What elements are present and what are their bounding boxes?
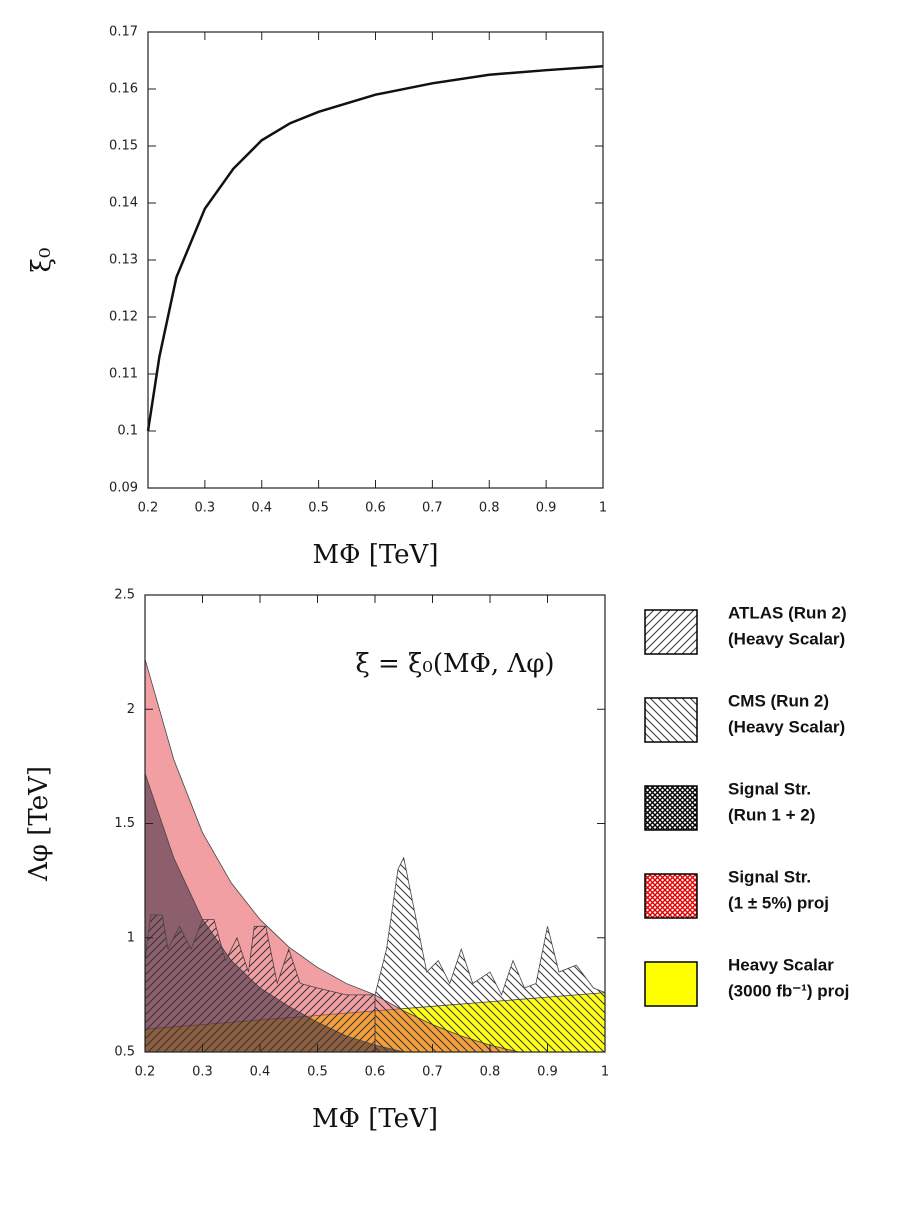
x-tick-label: 0.4 <box>251 501 272 516</box>
x-tick-label: 0.3 <box>195 501 216 516</box>
x-tick-label: 0.2 <box>138 501 159 516</box>
y-tick-label: 1.5 <box>114 816 135 831</box>
x-tick-label: 0.5 <box>308 501 329 516</box>
legend-swatch <box>644 785 698 831</box>
legend-label: (1 ± 5%) proj <box>728 893 829 912</box>
annotation: ξ = ξ₀(MΦ, Λφ) <box>355 649 554 679</box>
legend-swatch <box>644 697 698 743</box>
region <box>145 914 376 1052</box>
legend-swatch <box>644 961 698 1007</box>
frame <box>147 31 604 489</box>
y-tick-label: 0.17 <box>109 25 138 40</box>
y-tick-label: 0.15 <box>109 139 138 154</box>
legend-label: (Heavy Scalar) <box>728 717 845 736</box>
y-tick-label: 0.12 <box>109 310 138 325</box>
legend-label: Heavy Scalar <box>728 955 834 974</box>
x-tick-label: 0.7 <box>422 501 443 516</box>
y-tick-label: 1 <box>127 930 135 945</box>
x-axis-label: MΦ [TeV] <box>313 540 439 570</box>
y-tick-label: 0.11 <box>109 367 138 382</box>
x-tick-label: 0.6 <box>365 501 386 516</box>
x-tick-label: 0.9 <box>536 501 557 516</box>
legend-label: (Heavy Scalar) <box>728 629 845 648</box>
legend-label: (Run 1 + 2) <box>728 805 815 824</box>
x-tick-label: 0.8 <box>480 1065 501 1080</box>
y-axis-label: Λφ [TeV] <box>24 766 54 882</box>
legend-label: (3000 fb⁻¹) proj <box>728 981 849 1000</box>
x-tick-label: 1 <box>601 1065 609 1080</box>
legend-label: CMS (Run 2) <box>728 691 829 710</box>
x-tick-label: 0.9 <box>537 1065 558 1080</box>
x-tick-label: 1 <box>599 501 607 516</box>
legend-label: Signal Str. <box>728 779 811 798</box>
legend-swatch <box>644 609 698 655</box>
y-tick-label: 0.09 <box>109 481 138 496</box>
y-tick-label: 0.13 <box>109 253 138 268</box>
x-tick-label: 0.3 <box>192 1065 213 1080</box>
legend-label: ATLAS (Run 2) <box>728 603 847 622</box>
x-axis-label: MΦ [TeV] <box>312 1104 438 1134</box>
x-tick-label: 0.7 <box>422 1065 443 1080</box>
x-tick-label: 0.4 <box>250 1065 271 1080</box>
x-tick-label: 0.2 <box>135 1065 156 1080</box>
legend-label: Signal Str. <box>728 867 811 886</box>
y-tick-label: 2 <box>127 702 135 717</box>
x-tick-label: 0.6 <box>365 1065 386 1080</box>
y-tick-label: 0.1 <box>117 424 138 439</box>
y-axis-label: ξ₀ <box>27 248 57 273</box>
curve <box>146 64 604 432</box>
x-tick-label: 0.8 <box>479 501 500 516</box>
plot <box>145 658 605 1052</box>
legend-swatch <box>644 873 698 919</box>
y-tick-label: 0.5 <box>114 1045 135 1060</box>
y-tick-label: 0.16 <box>109 82 138 97</box>
y-tick-label: 0.14 <box>109 196 138 211</box>
y-tick-label: 2.5 <box>114 588 135 603</box>
region <box>374 856 605 1052</box>
x-tick-label: 0.5 <box>307 1065 328 1080</box>
plot <box>146 64 604 432</box>
